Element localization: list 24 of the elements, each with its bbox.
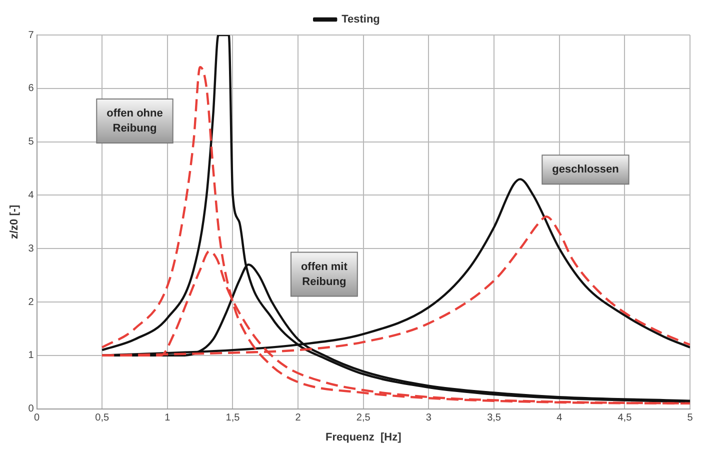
y-tick-label: 3	[28, 243, 34, 254]
x-tick-label: 1	[164, 412, 171, 424]
legend-label: Testing	[342, 14, 380, 26]
x-tick-label: 1,5	[226, 412, 240, 424]
y-tick-label: 7	[28, 30, 34, 41]
x-tick-label: 0,5	[95, 412, 110, 424]
x-tick-label: 4	[556, 412, 563, 424]
x-tick-label: 2,5	[356, 412, 371, 424]
y-tick-label: 0	[28, 404, 34, 415]
annotation: offen mit Reibung	[300, 260, 348, 288]
annotation: geschlossen	[552, 164, 620, 176]
x-tick-label: 5	[687, 412, 694, 424]
x-tick-label: 2	[295, 412, 302, 424]
y-tick-label: 2	[28, 296, 34, 308]
y-axis-title: z/z0 [-]	[8, 204, 21, 240]
x-axis-title: Frequenz [Hz]	[325, 431, 402, 444]
y-tick-label: 4	[28, 190, 34, 201]
y-tick-label: 6	[28, 83, 34, 94]
annotation: offen ohne Reibung	[106, 108, 163, 135]
x-tick-label: 4,5	[618, 412, 632, 424]
x-tick-label: 3,5	[487, 412, 502, 424]
y-tick-label: 1	[28, 350, 34, 362]
x-tick-label: 3	[426, 412, 432, 424]
y-tick-label: 5	[28, 136, 34, 148]
